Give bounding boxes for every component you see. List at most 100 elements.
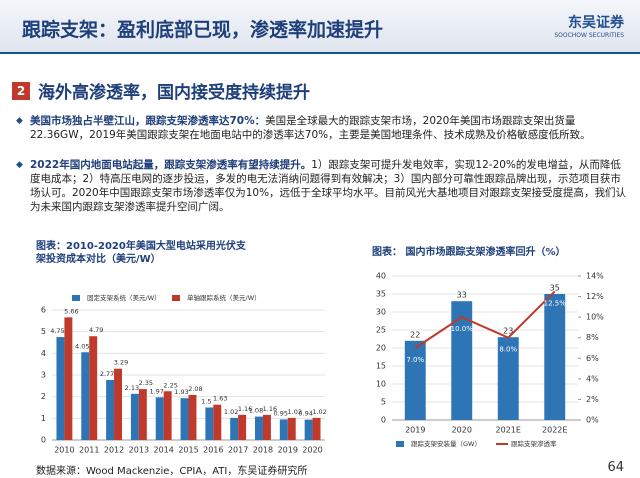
y2-tick-label: 6% <box>586 354 599 363</box>
y-tick-label: 25 <box>376 326 386 335</box>
value-label: 4.05 <box>75 342 89 350</box>
y-tick-label: 2 <box>41 392 46 401</box>
x-tick-label: 2014 <box>154 446 174 455</box>
value-label: 1.02 <box>312 408 326 416</box>
x-tick-label: 2012 <box>104 446 124 455</box>
y-tick-label: 30 <box>376 308 386 317</box>
legend-swatch <box>172 295 180 301</box>
bullet: 美国市场独占半壁江山，跟踪支架渗透率达70%：美国是全球最大的跟踪支架市场，20… <box>16 114 630 142</box>
logo: 东吴证券 SOOCHOW SECURITIES <box>554 12 624 39</box>
value-label: 1.02 <box>224 408 238 416</box>
x-tick-label: 2015 <box>178 446 198 455</box>
y2-tick-label: 4% <box>586 374 599 383</box>
bar <box>81 352 90 440</box>
x-tick-label: 2019 <box>405 426 425 435</box>
bar <box>312 417 321 440</box>
y-tick-label: 0 <box>41 436 46 445</box>
value-label: 7.0% <box>406 356 424 364</box>
bar <box>497 337 519 420</box>
y2-tick-label: 10% <box>586 313 604 322</box>
value-label: 2.13 <box>125 384 139 392</box>
bar <box>544 294 566 420</box>
value-label: 1.97 <box>149 387 163 395</box>
value-label: 1.5 <box>201 398 211 406</box>
x-tick-label: 2019 <box>278 446 298 455</box>
y2-tick-label: 8% <box>586 333 599 342</box>
bar <box>180 398 189 440</box>
value-label: 35 <box>550 284 560 293</box>
chart-title: 图表： 国内市场跟踪支架渗透率回升（%） <box>372 245 566 258</box>
x-tick-label: 2022E <box>542 426 567 435</box>
bar <box>238 414 247 440</box>
value-label: 22 <box>410 330 420 339</box>
bar <box>287 417 296 440</box>
bar <box>451 301 473 420</box>
y-tick-label: 40 <box>376 272 386 281</box>
y2-tick-label: 2% <box>586 395 599 404</box>
x-tick-label: 2020 <box>452 426 472 435</box>
bullet-text: 1）跟踪支架可提升发电效率，实现12-20%的发电增益，从而降低度电成本；2）特… <box>30 159 627 213</box>
value-label: 33 <box>457 291 467 300</box>
y2-tick-label: 12% <box>586 292 604 301</box>
bar <box>163 391 172 440</box>
value-label: 1.93 <box>174 388 188 396</box>
y-tick-label: 15 <box>376 362 386 371</box>
legend-swatch <box>72 295 80 301</box>
y-tick-label: 5 <box>41 327 46 336</box>
chart-title: 图表：2010-2020年美国大型电站采用光伏支架投资成本对比（美元/W） <box>35 239 247 265</box>
y-tick-label: 0 <box>381 416 386 425</box>
value-label: 23 <box>503 327 513 336</box>
bullet-text: 美国是全球最大的跟踪支架市场，2020年美国市场跟踪支架出货量22.36GW，2… <box>30 115 591 141</box>
value-label: 4.75 <box>50 327 64 335</box>
source: 数据来源：Wood Mackenzie，CPIA，ATI，东吴证券研究所 <box>36 466 308 477</box>
bar <box>188 394 197 440</box>
x-tick-label: 2020 <box>302 446 322 455</box>
value-label: 0.94 <box>298 410 312 418</box>
legend-swatch <box>396 441 404 447</box>
legend-label: 固定支架系统（美元/W） <box>87 293 161 302</box>
y-tick-label: 20 <box>376 344 386 353</box>
bar <box>262 414 271 440</box>
logo-text: 东吴证券 <box>568 15 624 31</box>
value-label: 10.0% <box>451 325 474 333</box>
y-tick-label: 1 <box>41 414 46 423</box>
bar <box>56 337 65 440</box>
bar <box>304 419 313 440</box>
legend-label: 跟踪支架渗透率 <box>511 439 557 448</box>
y-tick-label: 10 <box>376 380 386 389</box>
bar <box>89 336 98 440</box>
bar <box>114 368 122 440</box>
y-tick-label: 5 <box>381 398 386 407</box>
y2-tick-label: 14% <box>586 272 604 281</box>
value-label: 1.08 <box>249 407 263 415</box>
y-tick-label: 35 <box>376 290 386 299</box>
bar <box>213 404 222 440</box>
value-label: 12.5% <box>544 299 567 307</box>
value-label: 4.79 <box>89 326 103 334</box>
page-number: 64 <box>607 460 624 475</box>
y2-tick-label: 0% <box>586 416 599 425</box>
bullet-bold: 2022年国内地面电站起量，跟踪支架渗透率有望持续提升。 <box>30 159 312 171</box>
y-tick-label: 6 <box>41 306 46 315</box>
x-tick-label: 2016 <box>203 446 223 455</box>
value-label: 1.16 <box>238 405 252 413</box>
value-label: 2.08 <box>188 385 202 393</box>
bar <box>279 419 288 440</box>
bar <box>255 416 263 440</box>
bullet: 2022年国内地面电站起量，跟踪支架渗透率有望持续提升。1）跟踪支架可提升发电效… <box>16 158 630 214</box>
x-tick-label: 2010 <box>54 446 74 455</box>
x-tick-label: 2011 <box>79 446 99 455</box>
x-tick-label: 2018 <box>253 446 273 455</box>
value-label: 0.95 <box>274 409 288 417</box>
bar <box>155 397 164 440</box>
bar <box>230 417 239 440</box>
bar <box>130 393 139 440</box>
value-label: 1.63 <box>213 395 227 403</box>
value-label: 3.29 <box>114 359 128 367</box>
header-title: 跟踪支架：盈利底部已现，渗透率加速提升 <box>22 19 384 41</box>
value-label: 2.35 <box>139 379 153 387</box>
bar <box>205 407 214 440</box>
value-label: 8.0% <box>499 346 517 354</box>
